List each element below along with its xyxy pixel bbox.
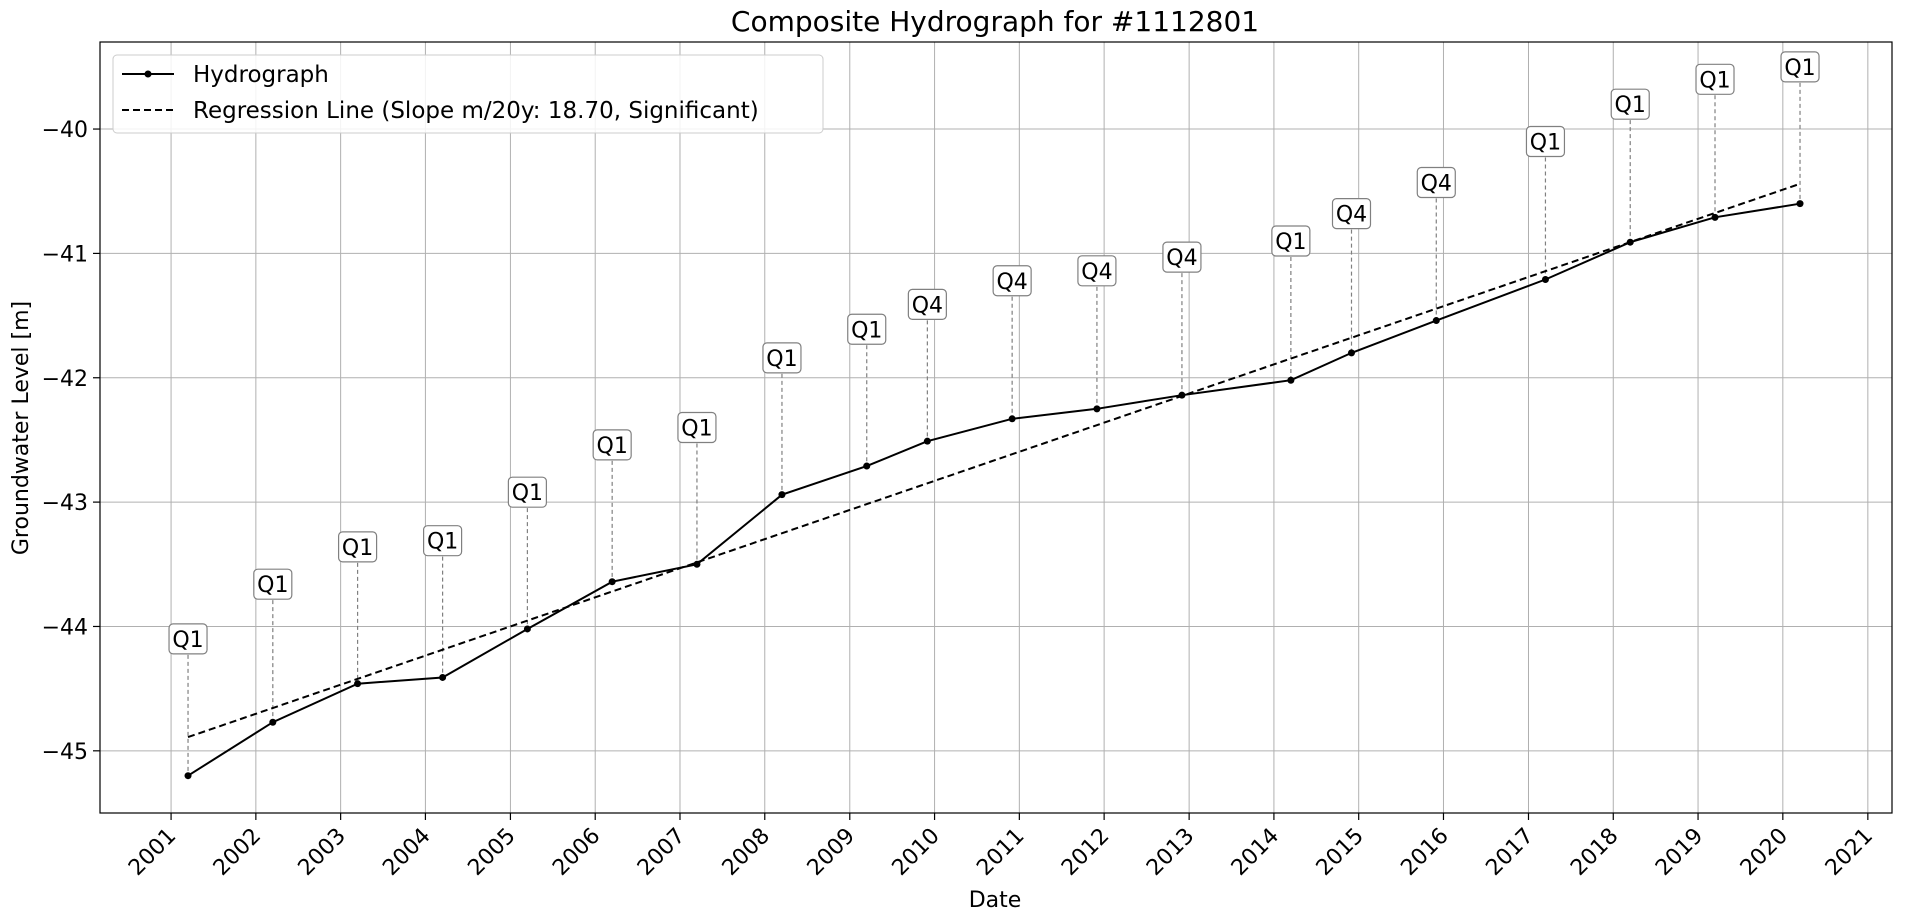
annotation-label: Q1 [1530,130,1561,155]
legend-hydrograph-label: Hydrograph [193,62,329,88]
hydrograph-point [439,673,447,681]
legend-regression-label: Regression Line (Slope m/20y: 18.70, Sig… [193,98,759,124]
annotation-label: Q1 [257,573,288,598]
hydrograph-point [1287,376,1295,384]
annotation-label: Q4 [996,270,1027,295]
annotation-label: Q1 [342,536,373,561]
y-tick-label: −43 [42,491,88,516]
hydrograph-point [523,625,531,633]
series-layer [184,182,1804,780]
hydrograph-point [778,491,786,499]
annotation-label: Q1 [1699,68,1730,93]
hydrograph-line [187,202,1801,777]
annotation-label: Q4 [1336,203,1367,228]
hydrograph-point [923,437,931,445]
annotation-box [847,313,887,345]
annotation-box [1271,225,1311,257]
y-tick-label: −41 [42,242,88,267]
annotation-box [423,525,463,557]
y-axis-ticks: −40 −41 −42 −43 −44 −45 [42,118,100,765]
annotation-box [1780,51,1820,83]
hydrograph-point [1541,276,1549,284]
legend: Hydrograph Regression Line (Slope m/20y:… [112,54,824,134]
annotation-box [907,288,947,320]
annotation-label: Q1 [427,530,458,555]
annotation-label: Q1 [851,318,882,343]
annotation-label: Q1 [681,417,712,442]
hydrograph-point [184,772,192,780]
hydrograph-point [1178,391,1186,399]
hydrograph-point [354,680,362,688]
annotation-box [992,265,1032,297]
legend-hydrograph-marker [144,70,152,78]
regression-line [187,182,1801,739]
plot-frame [99,41,1893,814]
annotation-label: Q1 [1784,56,1815,81]
annotation-label: Q4 [1081,260,1112,285]
annotation-box [1162,241,1202,273]
annotation-box [337,531,378,563]
hydrograph-point [269,718,277,726]
annotation-box [1331,198,1372,230]
annotation-label: Q1 [1275,230,1306,255]
y-tick-label: −44 [42,615,88,640]
annotation-label: Q1 [512,481,543,506]
hydrograph-point [693,560,701,568]
annotation-label: Q4 [912,293,943,318]
y-tick-label: −45 [42,740,88,765]
annotation-box [253,568,293,600]
chart-title: Composite Hydrograph for #1112801 [731,5,1259,38]
annotation-label: Q4 [1421,172,1452,197]
hydrograph-point [863,462,871,470]
hydrograph-point [608,578,616,586]
legend-box [112,54,824,134]
annotation-box [1525,125,1566,158]
hydrograph-point [1626,238,1634,246]
x-axis-label: Date [969,888,1022,913]
y-axis-label: Groundwater Level [m] [9,301,34,555]
annotation-label: Q1 [1615,93,1646,118]
hydrograph-point [1008,415,1016,423]
hydrograph-point [1711,213,1719,221]
annotation-label: Q1 [172,628,203,653]
y-tick-label: −42 [42,367,88,392]
annotation-box [677,411,717,444]
y-tick-label: −40 [42,118,88,143]
annotation-label: Q1 [597,434,628,459]
annotation-box [1695,63,1735,95]
annotation-stems [187,82,1801,776]
annotation-labels: Q1 Q1 Q1 Q1 Q1 Q1 Q1 Q1 Q1 Q4 Q4 Q4 Q4 Q1 Q4 Q4 Q1 Q1 Q1 Q1 [168,51,1820,655]
hydrograph-point [1796,200,1804,208]
annotation-box [1610,88,1650,120]
annotation-label: Q1 [766,347,797,372]
annotation-box [592,429,632,461]
annotation-box [507,476,547,508]
annotation-box [762,342,802,374]
annotation-box [1077,255,1117,287]
annotation-box [1416,166,1456,199]
hydrograph-point [1093,405,1101,413]
annotation-label: Q4 [1166,246,1197,271]
hydrograph-point [1347,349,1355,357]
grid-lines [100,42,1892,813]
annotation-box [168,623,208,655]
hydrograph-point [1432,317,1440,325]
